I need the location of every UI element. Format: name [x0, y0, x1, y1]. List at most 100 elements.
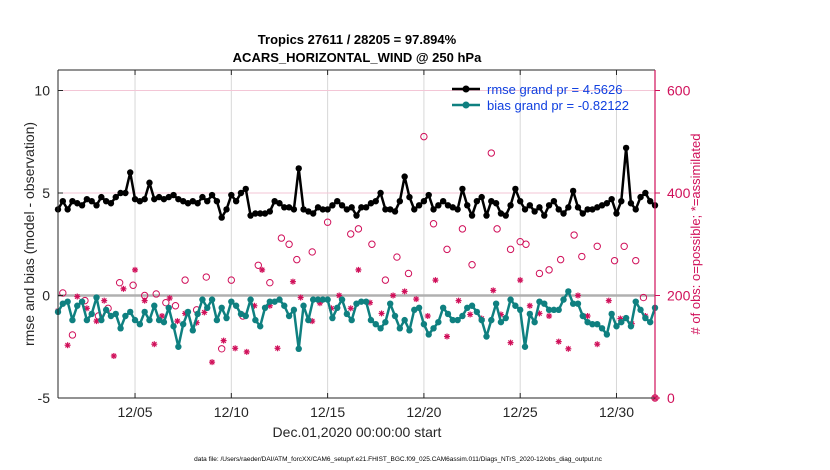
- bias-point: [102, 306, 110, 314]
- bias-point: [420, 321, 428, 328]
- bias-point: [78, 298, 86, 305]
- bias-point: [483, 333, 490, 340]
- axes: [57, 69, 656, 399]
- y-right-tick-label: 400: [667, 185, 691, 201]
- possible-obs-marker: [285, 240, 293, 248]
- rmse-point: [613, 210, 620, 217]
- assimilated-obs-marker: [274, 345, 281, 352]
- bias-point: [521, 343, 529, 350]
- bias-point: [391, 312, 399, 320]
- rmse-point: [353, 212, 360, 219]
- assimilated-obs-marker: [141, 297, 148, 304]
- bias-point: [242, 312, 249, 320]
- bias-point: [218, 304, 225, 311]
- rmse-point: [237, 189, 245, 197]
- rmse-point: [261, 210, 269, 217]
- rmse-point: [189, 198, 197, 205]
- bias-point: [348, 316, 355, 324]
- rmse-point: [305, 208, 312, 215]
- rmse-point: [391, 208, 399, 215]
- bias-point: [425, 331, 432, 338]
- bias-point: [300, 302, 307, 309]
- rmse-point: [257, 210, 264, 217]
- bias-point: [516, 306, 524, 314]
- legend-bias-marker: [462, 101, 470, 109]
- rmse-point: [64, 206, 71, 213]
- rmse-point: [565, 204, 572, 211]
- bias-point: [179, 321, 187, 328]
- rmse-point: [329, 202, 336, 209]
- rmse-point: [276, 200, 283, 207]
- possible-obs-marker: [277, 234, 286, 242]
- x-tick-label: 12/20: [406, 404, 441, 420]
- rmse-point: [627, 200, 635, 207]
- rmse-point: [420, 198, 428, 205]
- rmse-point: [516, 198, 524, 205]
- bias-point: [329, 314, 336, 322]
- bias-point: [613, 323, 620, 330]
- rmse-point: [122, 189, 129, 197]
- rmse-point: [343, 206, 351, 213]
- bias-point: [502, 314, 509, 322]
- bias-point: [526, 310, 534, 318]
- rmse-point: [223, 206, 230, 213]
- possible-obs-marker: [593, 242, 601, 251]
- possible-obs-marker: [68, 331, 77, 339]
- rmse-point: [160, 195, 168, 203]
- rmse-point: [550, 198, 558, 205]
- bias-point: [415, 304, 423, 311]
- assimilated-obs-marker: [120, 285, 127, 292]
- bias-point: [247, 296, 254, 303]
- rmse-point: [492, 200, 500, 207]
- rmse-point: [281, 204, 288, 211]
- possible-obs-marker: [620, 242, 628, 251]
- assimilated-obs-marker: [64, 342, 71, 349]
- rmse-point: [69, 198, 76, 205]
- assimilated-obs-marker: [232, 345, 239, 352]
- rmse-point: [271, 198, 278, 205]
- bias-point: [497, 318, 505, 326]
- rmse-point: [454, 206, 461, 213]
- rmse-point: [584, 206, 591, 213]
- bias-point: [589, 321, 596, 328]
- bias-point: [285, 312, 293, 320]
- assimilated-obs-marker: [517, 277, 524, 284]
- bias-point: [309, 296, 317, 303]
- rmse-point: [194, 200, 201, 207]
- assimilated-obs-marker: [174, 318, 181, 325]
- possible-obs-marker: [181, 276, 189, 284]
- rmse-point: [406, 193, 413, 201]
- assimilated-obs-marker: [390, 292, 397, 299]
- rmse-point: [83, 195, 91, 203]
- bias-point: [406, 327, 413, 334]
- possible-obs-marker: [404, 269, 413, 278]
- rmse-point: [618, 198, 625, 205]
- possible-obs-marker: [468, 261, 476, 269]
- bias-point: [488, 316, 495, 324]
- rmse-point: [425, 191, 432, 199]
- bias-point: [565, 288, 572, 295]
- assimilated-obs-marker: [507, 339, 514, 346]
- rmse-point: [127, 169, 134, 176]
- bias-point: [598, 325, 606, 332]
- bias-point: [93, 294, 100, 301]
- bias-point: [377, 325, 384, 332]
- chart-title-line2: ACARS_HORIZONTAL_WIND @ 250 hPa: [233, 50, 482, 65]
- y-tick-label: 10: [34, 83, 50, 99]
- bias-point: [622, 314, 630, 322]
- bias-point: [545, 306, 553, 314]
- rmse-point: [574, 204, 582, 211]
- rmse-point: [382, 206, 389, 213]
- rmse-point: [483, 212, 490, 219]
- rmse-point: [319, 206, 326, 213]
- assimilated-obs-marker: [401, 288, 408, 295]
- rmse-point: [170, 191, 177, 199]
- rmse-point: [362, 204, 370, 211]
- rmse-point: [218, 214, 225, 221]
- bias-point: [131, 316, 139, 324]
- bias-point: [382, 318, 389, 326]
- assimilated-obs-marker: [546, 313, 553, 319]
- chart-title-line1: Tropics 27611 / 28205 = 97.894%: [258, 32, 457, 47]
- bias-point: [531, 318, 538, 326]
